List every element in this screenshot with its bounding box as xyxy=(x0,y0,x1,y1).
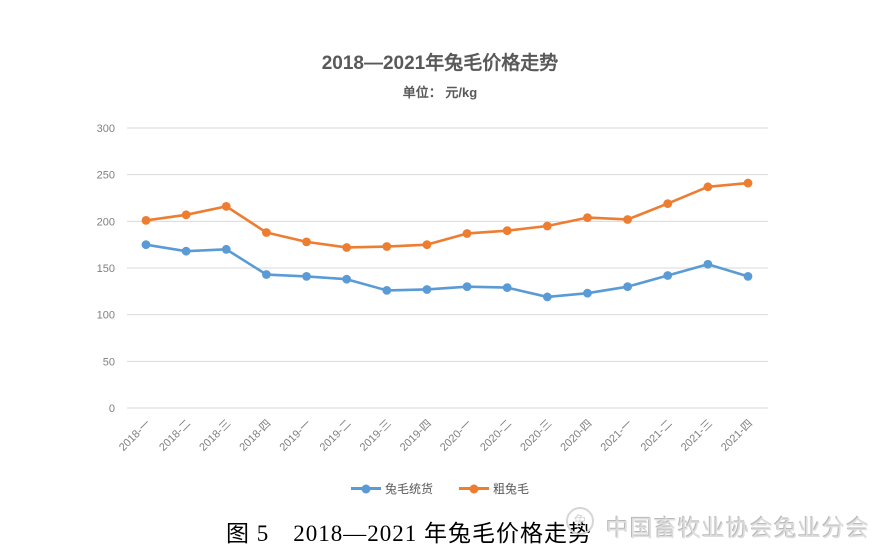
x-axis-tick-label: 2020-四 xyxy=(558,418,594,454)
data-point-marker xyxy=(542,292,552,302)
price-line-chart: 0 50 100 150 200 250 300 2018-一 2018-二 2018-三 2018… xyxy=(97,123,768,454)
data-point-marker xyxy=(462,282,472,292)
x-axis-tick-label: 2021-三 xyxy=(679,418,715,454)
legend-line-marker-icon xyxy=(350,484,381,493)
x-axis-tick-label: 2021-二 xyxy=(639,418,675,454)
legend-dot-icon xyxy=(361,484,371,493)
data-point-marker xyxy=(302,237,311,247)
data-point-marker xyxy=(502,283,512,292)
data-point-marker xyxy=(703,259,713,269)
data-point-marker xyxy=(221,244,231,254)
figure-caption: 图 5 2018—2021 年兔毛价格走势 xyxy=(226,521,592,546)
data-point-marker xyxy=(743,178,753,188)
data-point-marker xyxy=(422,240,432,250)
data-point-marker xyxy=(663,271,673,280)
chart-unit-label: 单位： 元/kg xyxy=(402,85,478,100)
legend-label: 粗兔毛 xyxy=(493,482,530,496)
x-axis-tick-label: 2019-一 xyxy=(277,418,313,454)
chart-title: 2018—2021年兔毛价格走势 xyxy=(321,53,559,74)
legend-item-粗兔毛: 粗兔毛 xyxy=(459,480,529,497)
x-axis-tick-label: 2019-二 xyxy=(318,418,354,454)
series-line-粗兔毛 xyxy=(145,181,749,249)
legend-line-marker-icon xyxy=(459,484,489,493)
data-point-marker xyxy=(262,270,271,279)
data-point-marker xyxy=(342,243,352,252)
data-point-marker xyxy=(382,242,392,251)
data-point-marker xyxy=(502,226,512,236)
x-axis-tick-label: 2019-三 xyxy=(358,418,394,454)
data-point-marker xyxy=(623,215,632,224)
x-axis-tick-label: 2019-四 xyxy=(398,418,434,454)
y-axis-tick-label: 100 xyxy=(97,310,115,322)
x-axis-tick-label: 2021-四 xyxy=(719,418,755,454)
y-axis-tick-label: 300 xyxy=(97,123,115,135)
y-axis-tick-label: 200 xyxy=(97,216,115,228)
data-point-marker xyxy=(181,210,191,220)
chart-legend: 兔毛统货 粗兔毛 xyxy=(0,480,880,497)
legend-item-兔毛统货: 兔毛统货 xyxy=(350,480,433,497)
data-point-marker xyxy=(262,228,271,237)
x-axis-tick-label: 2018-二 xyxy=(157,418,193,454)
series-line-兔毛统货 xyxy=(145,243,749,299)
data-point-marker xyxy=(462,229,472,238)
data-point-marker xyxy=(542,221,552,231)
y-axis-tick-label: 250 xyxy=(97,170,115,182)
x-axis-tick-label: 2018-四 xyxy=(237,418,273,454)
data-point-marker xyxy=(342,274,352,284)
data-point-marker xyxy=(583,288,592,298)
y-axis-tick-label: 0 xyxy=(109,403,115,415)
legend-dot-icon xyxy=(469,484,479,493)
data-point-marker xyxy=(181,246,191,256)
data-point-marker xyxy=(583,213,592,223)
x-axis-tick-label: 2021-一 xyxy=(599,418,635,454)
data-point-marker xyxy=(302,272,311,281)
y-axis-tick-label: 50 xyxy=(103,356,115,368)
x-axis-tick-label: 2018-一 xyxy=(117,418,153,454)
data-point-marker xyxy=(743,272,753,281)
data-point-marker xyxy=(623,282,632,292)
data-point-marker xyxy=(141,216,151,225)
y-axis-tick-label: 150 xyxy=(97,263,115,275)
legend-label: 兔毛统货 xyxy=(384,482,433,496)
x-axis-tick-label: 2020-二 xyxy=(478,418,514,454)
data-point-marker xyxy=(663,199,673,209)
x-axis-tick-label: 2018-三 xyxy=(197,418,233,454)
data-point-marker xyxy=(221,202,231,211)
data-point-marker xyxy=(382,286,392,295)
x-axis-tick-label: 2020-一 xyxy=(438,418,474,454)
x-axis-tick-label: 2020-三 xyxy=(518,418,554,454)
data-point-marker xyxy=(141,240,151,250)
data-point-marker xyxy=(703,182,713,192)
data-point-marker xyxy=(422,285,432,294)
